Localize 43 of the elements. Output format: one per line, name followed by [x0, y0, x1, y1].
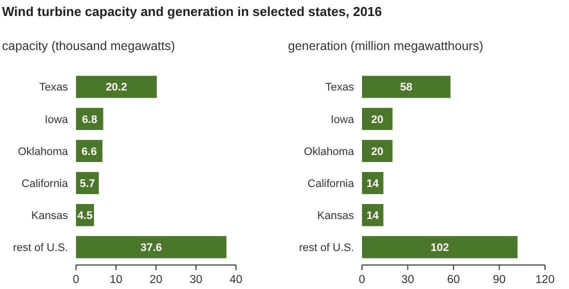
y-tick-label: California: [22, 178, 69, 190]
y-tick-label: Kansas: [31, 210, 68, 222]
y-tick-label: California: [308, 178, 355, 190]
x-tick-label: 10: [110, 274, 122, 286]
bar: [362, 76, 450, 98]
chart-title: Wind turbine capacity and generation in selected states, 2016: [2, 4, 382, 19]
data-label: 5.7: [80, 178, 96, 190]
y-tick-label: Oklahoma: [18, 146, 69, 158]
x-tick-label: 20: [150, 274, 162, 286]
chart-subtitle: capacity (thousand megawatts): [2, 39, 176, 53]
bar: [362, 236, 518, 258]
x-tick-label: 120: [535, 274, 555, 286]
data-label: 20: [371, 114, 384, 126]
y-tick-label: Texas: [325, 82, 354, 94]
data-label: 20: [371, 146, 384, 158]
y-tick-label: rest of U.S.: [298, 242, 354, 254]
data-label: 37.6: [140, 242, 162, 254]
x-tick-label: 30: [401, 274, 414, 286]
y-tick-label: Iowa: [44, 114, 69, 126]
x-tick-label: 90: [492, 274, 506, 286]
data-label: 58: [400, 82, 412, 94]
data-label: 20.2: [106, 82, 128, 94]
x-tick-label: 0: [72, 274, 80, 286]
y-tick-label: Oklahoma: [304, 146, 355, 158]
y-tick-label: Kansas: [317, 210, 354, 222]
bar: [362, 108, 392, 130]
x-tick-label: 60: [447, 274, 460, 286]
x-tick-label: 30: [190, 274, 202, 286]
bar: [362, 140, 392, 162]
y-tick-label: rest of U.S.: [12, 242, 68, 254]
bar: [76, 236, 226, 258]
x-tick-label: 0: [358, 274, 366, 286]
data-label: 4.5: [77, 210, 93, 222]
x-tick-label: 40: [230, 274, 242, 286]
data-label: 14: [366, 178, 380, 190]
data-label: 14: [366, 210, 380, 222]
y-tick-label: Iowa: [330, 114, 355, 126]
chart-subtitle: generation (million megawatthours): [288, 39, 484, 53]
bar: [76, 76, 157, 98]
data-label: 6.6: [82, 146, 97, 158]
data-label: 102: [430, 242, 449, 254]
data-label: 6.8: [82, 114, 98, 126]
y-tick-label: Texas: [39, 82, 68, 94]
